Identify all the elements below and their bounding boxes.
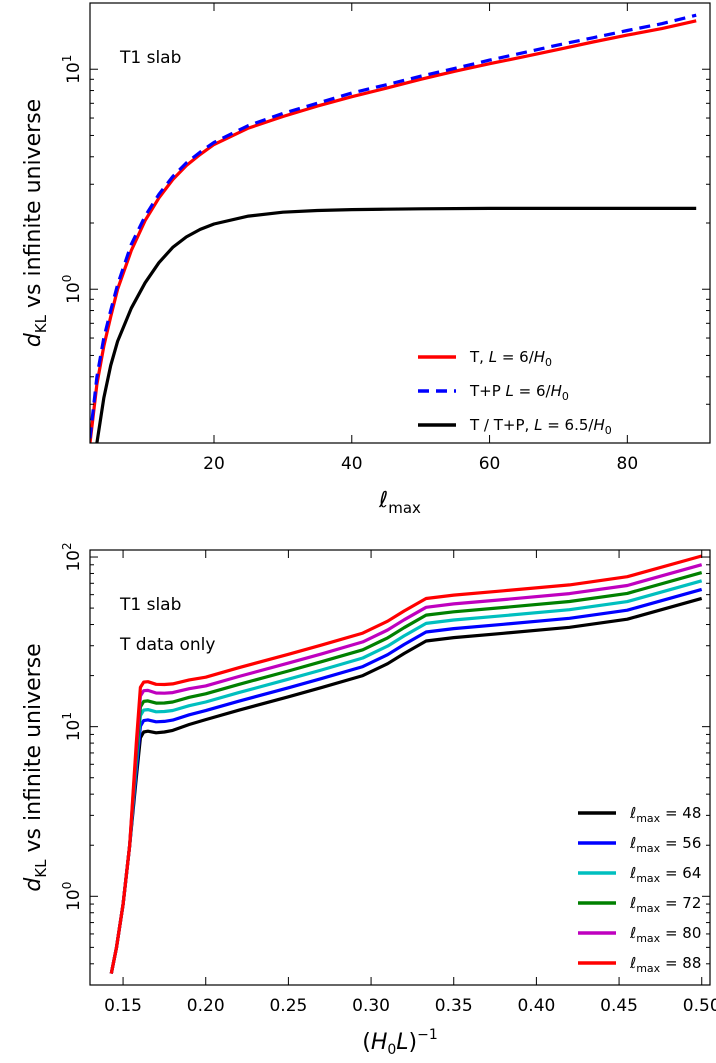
x-axis-title: (H0L)−1	[362, 1027, 438, 1058]
legend-label: T, L = 6/H0	[469, 348, 552, 369]
x-tick-label: 0.50	[683, 996, 716, 1016]
plot-frame	[89, 549, 711, 986]
legend-label: T / T+P, L = 6.5/H0	[469, 416, 612, 437]
x-axis-title: ℓmax	[378, 488, 421, 517]
series-line-1	[90, 19, 697, 443]
legend: T, L = 6/H0 T+P L = 6/H0 T / T+P, L = 6.5/…	[418, 348, 612, 437]
legend-label: ℓmax = 72	[629, 894, 701, 915]
x-tick-label: 0.35	[435, 996, 473, 1016]
annotation-text: T1 slab	[119, 48, 181, 68]
series-line-6	[109, 554, 703, 974]
x-tick-label: 0.45	[600, 996, 638, 1016]
plot-area	[109, 554, 703, 974]
x-tick-label: 80	[617, 454, 639, 474]
plot-frame	[89, 2, 711, 444]
x-tick-label: 60	[479, 454, 501, 474]
series-line-2	[90, 13, 697, 439]
x-tick-label: 20	[203, 454, 225, 474]
plot-area	[90, 13, 697, 443]
x-tick-label: 0.30	[352, 996, 390, 1016]
x-tick-label: 0.25	[269, 996, 307, 1016]
y-tick-label: 100	[60, 882, 84, 911]
x-tick-label: 40	[341, 454, 363, 474]
series-line-3	[95, 206, 697, 443]
y-tick-label: 102	[60, 542, 84, 571]
legend-label: ℓmax = 80	[629, 924, 701, 945]
x-tick-label: 0.20	[187, 996, 225, 1016]
y-tick-label: 100	[60, 275, 84, 304]
x-tick-label: 0.15	[104, 996, 142, 1016]
y-tick-label: 101	[60, 712, 84, 741]
legend-label: ℓmax = 48	[629, 804, 701, 825]
legend-label: ℓmax = 56	[629, 834, 701, 855]
legend-label: T+P L = 6/H0	[469, 382, 569, 403]
legend: ℓmax = 48 ℓmax = 56 ℓmax = 64 ℓmax = 72 ℓmax…	[578, 804, 701, 975]
top-chart-panel: 20 40 60 80 100 101 ℓmax dKL vs infinite univer…	[21, 2, 711, 517]
x-tick-label: 0.40	[517, 996, 555, 1016]
y-axis-title: dKL vs infinite universe	[21, 99, 50, 347]
bottom-chart-panel: 0.15 0.20 0.25 0.30 0.35 0.40 0.45 0.50 100 101 10…	[21, 542, 716, 1058]
annotation-text: T1 slab	[119, 595, 181, 615]
y-axis-title: dKL vs infinite universe	[21, 643, 50, 891]
annotation-text: T data only	[119, 635, 215, 655]
legend-label: ℓmax = 88	[629, 954, 701, 975]
legend-label: ℓmax = 64	[629, 864, 701, 885]
y-tick-label: 101	[60, 55, 84, 84]
